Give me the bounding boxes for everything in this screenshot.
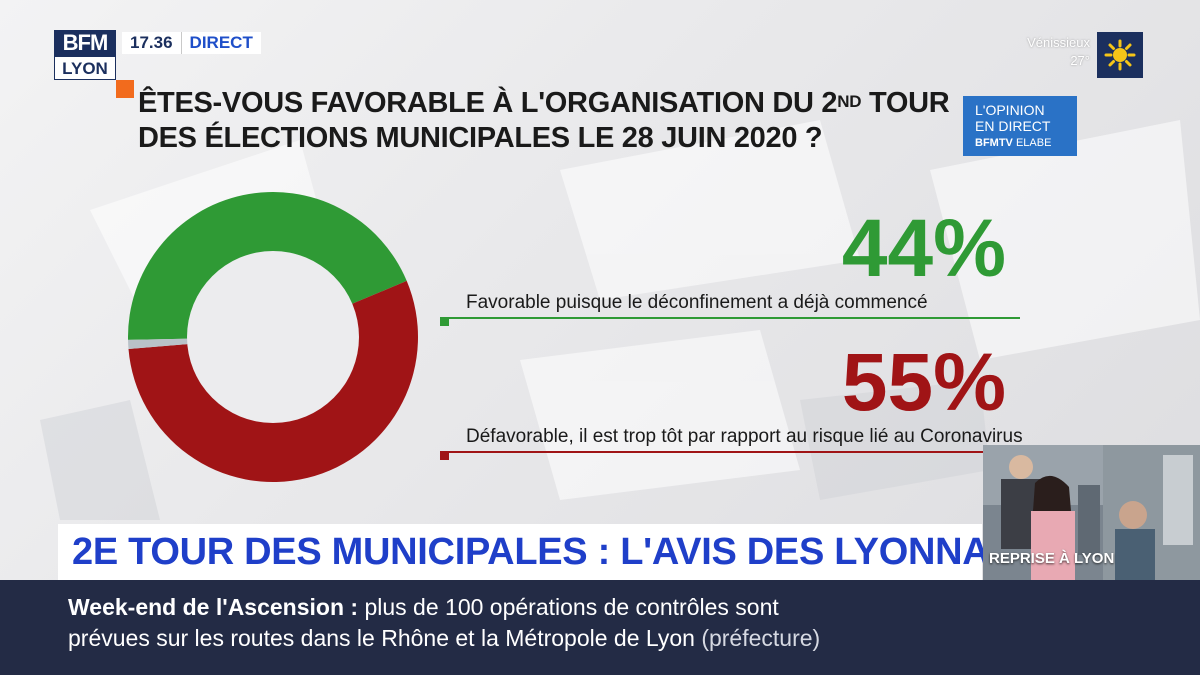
weather-widget: Vénissieux 27°	[990, 34, 1090, 70]
weather-city: Vénissieux	[1027, 35, 1090, 50]
status-bar: 17.36 DIRECT	[122, 32, 261, 54]
sun-icon	[1097, 32, 1143, 78]
channel-logo: BFM LYON	[54, 30, 116, 80]
ticker-line-1: Week-end de l'Ascension : plus de 100 op…	[68, 594, 779, 620]
video-inset: REPRISE À LYON	[983, 445, 1200, 580]
opinion-badge: L'OPINION EN DIRECT BFMTV ELABE	[963, 96, 1077, 156]
weather-temperature: 27°	[1070, 53, 1090, 68]
donut-chart	[128, 192, 418, 482]
logo-city: LYON	[54, 56, 116, 80]
accent-square	[116, 80, 134, 98]
news-ticker: Week-end de l'Ascension : plus de 100 op…	[0, 580, 1200, 675]
percent-defavorable: 55%	[841, 337, 1006, 428]
donut-hole	[187, 251, 359, 423]
clock-time: 17.36	[122, 32, 182, 54]
inset-image	[983, 445, 1200, 580]
question-line-2: DES ÉLECTIONS MUNICIPALES LE 28 JUIN 202…	[138, 122, 823, 154]
badge-line-2: EN DIRECT	[975, 118, 1051, 134]
logo-bfm: BFM	[54, 30, 116, 56]
result-defavorable: 55% Défavorable, il est trop tôt par rap…	[440, 342, 1030, 461]
live-badge: DIRECT	[189, 33, 253, 52]
rule-favorable	[440, 315, 1030, 327]
poll-question: ÊTES-VOUS FAVORABLE À L'ORGANISATION DU …	[138, 86, 958, 156]
headline-banner: 2E TOUR DES MUNICIPALES : L'AVIS DES LYO…	[58, 524, 1025, 580]
label-defavorable: Défavorable, il est trop tôt par rapport…	[466, 426, 1023, 447]
inset-caption: REPRISE À LYON	[989, 550, 1115, 567]
badge-line-1: L'OPINION	[975, 102, 1045, 118]
headline-text: 2E TOUR DES MUNICIPALES : L'AVIS DES LYO…	[72, 531, 1025, 573]
rule-defavorable	[440, 449, 1030, 461]
percent-favorable: 44%	[841, 203, 1006, 294]
result-favorable: 44% Favorable puisque le déconfinement a…	[440, 208, 1030, 327]
badge-brand: BFMTV ELABE	[975, 137, 1052, 149]
label-favorable: Favorable puisque le déconfinement a déj…	[466, 292, 928, 313]
ticker-line-2: prévues sur les routes dans le Rhône et …	[68, 625, 821, 651]
question-line-1: ÊTES-VOUS FAVORABLE À L'ORGANISATION DU …	[138, 87, 950, 119]
